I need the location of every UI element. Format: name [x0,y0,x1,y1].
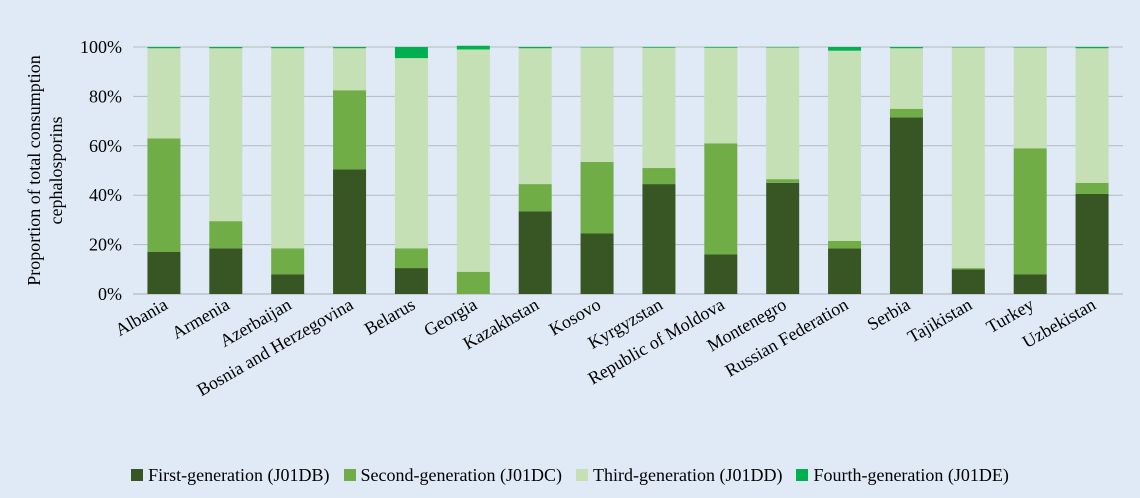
y-tick-label: 60% [89,136,122,156]
bar-segment-s3 [889,48,923,109]
bar-segment-s1 [271,274,305,294]
y-axis-title: cephalosporins [46,117,66,225]
bar-segment-s1 [394,268,428,294]
bar-segment-s4 [271,47,305,49]
bar-segment-s3 [704,47,738,144]
bar-segment-s3 [394,58,428,249]
bar-segment-s3 [951,47,985,269]
bar-segment-s4 [704,47,738,48]
y-tick-label: 0% [98,284,122,304]
bar-segment-s2 [394,248,428,269]
bar-segment-s4 [209,47,243,49]
bar-segment-s2 [828,240,862,249]
legend: First-generation (J01DB) Second-generati… [0,460,1140,490]
bar-segment-s2 [518,184,552,212]
bar-segment-s2 [766,179,800,183]
bar-segment-s1 [766,182,800,294]
x-tick-label: Belarus [361,294,419,339]
bar-segment-s2 [704,143,738,255]
bar-segment-s2 [889,108,923,118]
legend-label: Third-generation (J01DD) [593,464,783,485]
bar-segment-s4 [889,47,923,49]
legend-swatch [131,469,144,481]
bar-segment-s4 [394,47,428,59]
bar-segment-s3 [147,48,181,139]
legend-label: First-generation (J01DB) [148,464,330,485]
bar-segment-s3 [1013,47,1047,149]
bar-segment-s1 [580,233,614,294]
bar-segment-s1 [1075,193,1109,294]
bar-segment-s4 [1075,47,1109,49]
bar-segment-s1 [518,211,552,294]
bar-segment-s1 [147,252,181,294]
bar-segment-s4 [518,47,552,49]
bar-segment-s1 [889,117,923,295]
bar-segment-s3 [271,48,305,249]
bar-segment-s4 [333,47,367,49]
bar-segment-s1 [1013,274,1047,294]
bar-segment-s3 [456,49,490,272]
bar-segment-s4 [456,45,490,50]
bar-segment-s1 [704,254,738,294]
y-tick-label: 100% [80,37,122,57]
bar-segment-s3 [828,50,862,241]
bar-segment-s2 [333,90,367,170]
bar-segment-s1 [642,184,676,294]
bar-segment-s4 [147,47,181,49]
y-tick-label: 40% [89,185,122,205]
bar-segment-s3 [209,48,243,222]
bar-segment-s3 [642,47,676,169]
legend-swatch [576,469,588,481]
bar-segment-s2 [271,248,305,275]
bar-segment-s2 [1013,148,1047,275]
legend-item-fourth-generation: Fourth-generation (J01DE) [796,464,1009,486]
bar-segment-s3 [1075,48,1109,183]
legend-label: Fourth-generation (J01DE) [813,464,1009,485]
legend-swatch [343,469,356,481]
x-tick-label: Tajikistan [904,294,975,347]
y-axis-title: Proportion of total consumption [24,55,44,285]
legend-item-first-generation: First-generation (J01DB) [131,464,330,486]
bar-segment-s1 [828,248,862,294]
y-tick-label: 20% [89,235,122,255]
bar-segment-s4 [642,47,676,48]
y-tick-label: 80% [89,86,122,106]
bar-segment-s1 [333,169,367,294]
bar-segment-s4 [828,47,862,51]
legend-label: Second-generation (J01DC) [360,464,562,485]
bar-segment-s2 [1075,182,1109,194]
bar-segment-s2 [580,161,614,234]
bar-segment-s2 [456,271,490,294]
legend-item-second-generation: Second-generation (J01DC) [343,464,562,486]
legend-swatch [796,469,809,481]
legend-item-third-generation: Third-generation (J01DD) [576,465,782,486]
bar-segment-s3 [518,48,552,185]
bar-segment-s2 [951,268,985,270]
bar-segment-s3 [766,47,800,180]
bar-segment-s3 [333,48,367,91]
bar-segment-s1 [951,269,985,294]
bar-segment-s2 [209,221,243,249]
bar-segment-s2 [642,168,676,185]
bar-segment-s1 [209,248,243,294]
bar-segment-s2 [147,138,181,253]
bar-segment-s3 [580,47,614,162]
